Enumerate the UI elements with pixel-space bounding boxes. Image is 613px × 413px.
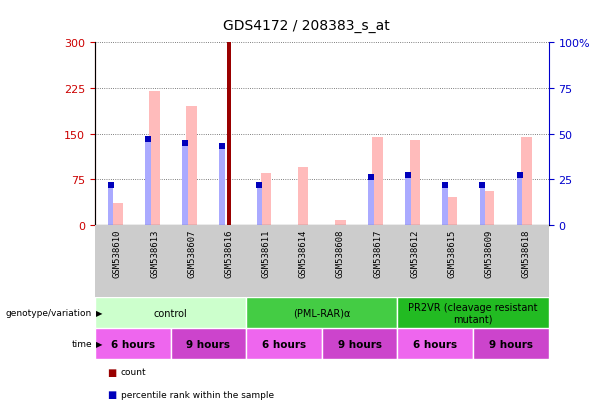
- Bar: [372, 137, 383, 225]
- Bar: [322, 328, 397, 359]
- Bar: [112, 204, 123, 225]
- Text: GSM538610: GSM538610: [113, 229, 122, 277]
- Bar: [517, 176, 522, 225]
- Text: ■: ■: [107, 412, 116, 413]
- Bar: [484, 192, 494, 225]
- Text: 9 hours: 9 hours: [489, 339, 533, 349]
- Text: 6 hours: 6 hours: [262, 339, 306, 349]
- Bar: [261, 173, 272, 225]
- Text: GSM538608: GSM538608: [336, 229, 345, 277]
- Bar: [219, 147, 225, 225]
- Bar: [95, 297, 246, 328]
- Text: percentile rank within the sample: percentile rank within the sample: [121, 390, 274, 399]
- Text: ■: ■: [107, 389, 116, 399]
- Bar: [397, 297, 549, 328]
- Text: GSM538607: GSM538607: [187, 229, 196, 277]
- Text: PR2VR (cleavage resistant
mutant): PR2VR (cleavage resistant mutant): [408, 302, 538, 324]
- Bar: [227, 43, 231, 225]
- Bar: [182, 143, 188, 225]
- Bar: [479, 185, 485, 225]
- Text: GDS4172 / 208383_s_at: GDS4172 / 208383_s_at: [223, 19, 390, 33]
- Bar: [246, 297, 397, 328]
- Bar: [368, 178, 374, 225]
- Text: count: count: [121, 367, 147, 376]
- Text: GSM538612: GSM538612: [410, 229, 419, 277]
- Text: ■: ■: [107, 367, 116, 377]
- Text: GSM538616: GSM538616: [224, 229, 234, 277]
- Text: GSM538617: GSM538617: [373, 229, 382, 277]
- Bar: [298, 168, 308, 225]
- Bar: [473, 328, 549, 359]
- Text: 6 hours: 6 hours: [111, 339, 155, 349]
- Bar: [108, 185, 113, 225]
- Bar: [257, 185, 262, 225]
- Text: (PML-RAR)α: (PML-RAR)α: [293, 308, 351, 318]
- Text: GSM538609: GSM538609: [485, 229, 493, 277]
- Bar: [170, 328, 246, 359]
- Text: control: control: [154, 308, 188, 318]
- Text: time: time: [71, 339, 92, 348]
- Bar: [443, 185, 448, 225]
- Text: 9 hours: 9 hours: [338, 339, 382, 349]
- Text: ▶: ▶: [96, 339, 103, 348]
- Text: 6 hours: 6 hours: [413, 339, 457, 349]
- Text: GSM538613: GSM538613: [150, 229, 159, 277]
- Bar: [145, 140, 151, 225]
- Text: GSM538614: GSM538614: [299, 229, 308, 277]
- Bar: [409, 140, 420, 225]
- Text: GSM538618: GSM538618: [522, 229, 531, 277]
- Bar: [246, 328, 322, 359]
- Bar: [521, 137, 531, 225]
- Text: 9 hours: 9 hours: [186, 339, 230, 349]
- Bar: [150, 92, 160, 225]
- Text: genotype/variation: genotype/variation: [6, 309, 92, 317]
- Text: GSM538611: GSM538611: [262, 229, 270, 277]
- Bar: [397, 328, 473, 359]
- Bar: [405, 176, 411, 225]
- Bar: [95, 328, 170, 359]
- Bar: [186, 107, 197, 225]
- Bar: [447, 198, 457, 225]
- Text: ▶: ▶: [96, 309, 103, 317]
- Text: GSM538615: GSM538615: [447, 229, 457, 277]
- Bar: [335, 220, 346, 225]
